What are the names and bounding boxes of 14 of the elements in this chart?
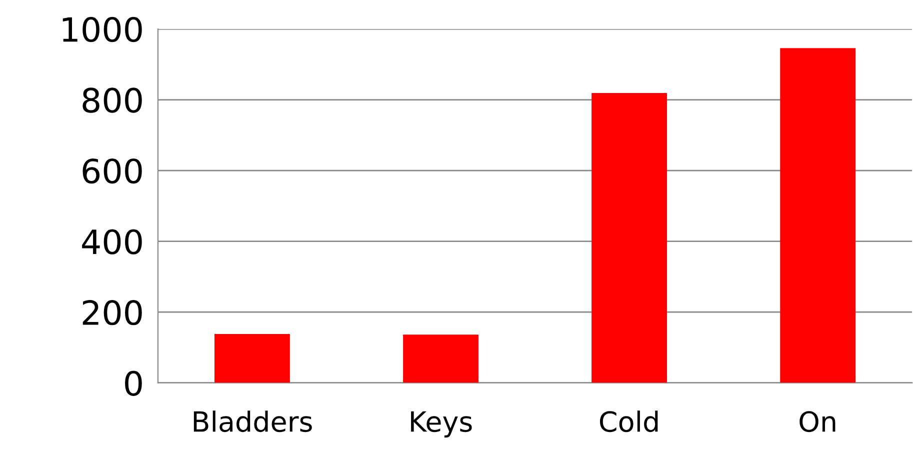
x-tick-label: On (800, 411, 836, 432)
bar (214, 334, 290, 383)
x-tick-label: Bladders (194, 410, 312, 432)
y-tick-label: 600 (82, 158, 142, 184)
bar (592, 93, 667, 383)
bar (780, 48, 856, 383)
x-tick-label: Keys (411, 411, 472, 438)
x-tick-label: Cold (600, 410, 658, 432)
bar (403, 334, 478, 383)
y-tick-label: 800 (82, 88, 142, 113)
y-tick-label: 1000 (62, 16, 142, 42)
y-tick-label: 0 (125, 370, 142, 396)
y-tick-label: 400 (82, 229, 142, 254)
y-tick-label: 200 (82, 300, 142, 326)
